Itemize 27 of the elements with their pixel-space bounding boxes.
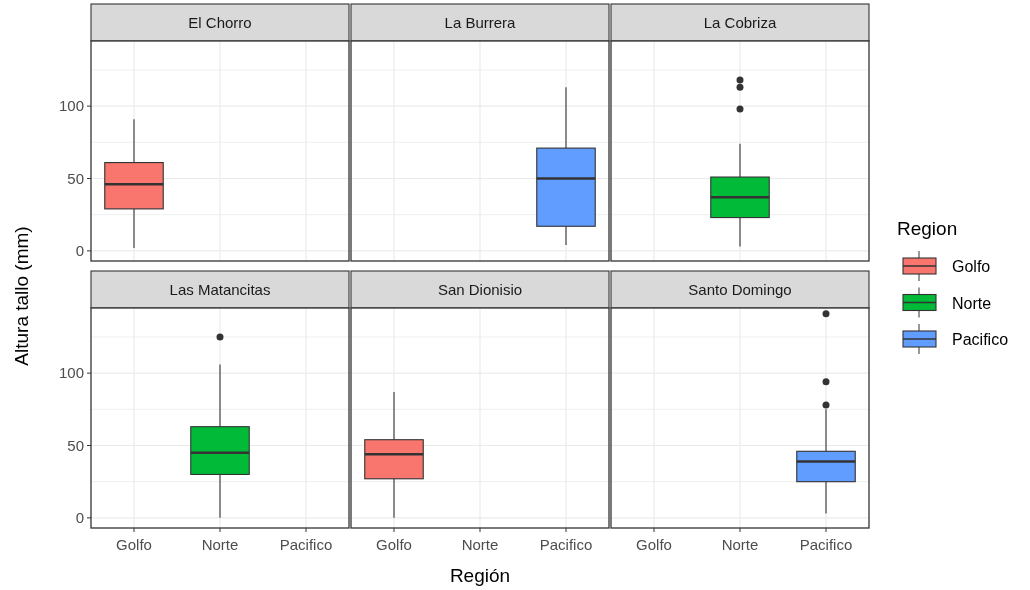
chart-title: Las Matancitas <box>169 280 271 298</box>
x-tick-label: Norte <box>201 536 239 553</box>
x-tick-label: Golfo <box>376 536 412 553</box>
chart-title: Santo Domingo <box>688 280 792 298</box>
x-tick-label: Golfo <box>636 536 672 553</box>
legend-label: Golfo <box>952 258 991 275</box>
x-tick-label: Pacifico <box>279 536 333 553</box>
x-tick-label: Golfo <box>116 536 152 553</box>
x-axis-title: Región <box>449 565 511 586</box>
x-tick-label: Norte <box>721 536 759 553</box>
x-tick-label: Pacifico <box>799 536 853 553</box>
chart-title: El Chorro <box>188 13 252 31</box>
y-tick-label: 50 <box>67 436 84 454</box>
y-axis-title: Altura tallo (mm) <box>11 226 32 366</box>
chart-title: La Cobriza <box>703 13 777 31</box>
y-tick-label: 0 <box>75 508 84 526</box>
chart-title: La Burrera <box>444 13 517 31</box>
legend-title: Region <box>897 218 958 239</box>
y-tick-label: 100 <box>58 97 84 115</box>
y-tick-label: 0 <box>75 241 84 259</box>
y-tick-label: 50 <box>67 169 84 187</box>
y-tick-label: 100 <box>58 364 84 382</box>
x-tick-label: Norte <box>461 536 499 553</box>
legend-label: Pacifico <box>952 331 1009 348</box>
chart-title: San Dionisio <box>437 280 523 298</box>
legend-label: Norte <box>952 294 992 312</box>
x-tick-label: Pacifico <box>539 536 593 553</box>
